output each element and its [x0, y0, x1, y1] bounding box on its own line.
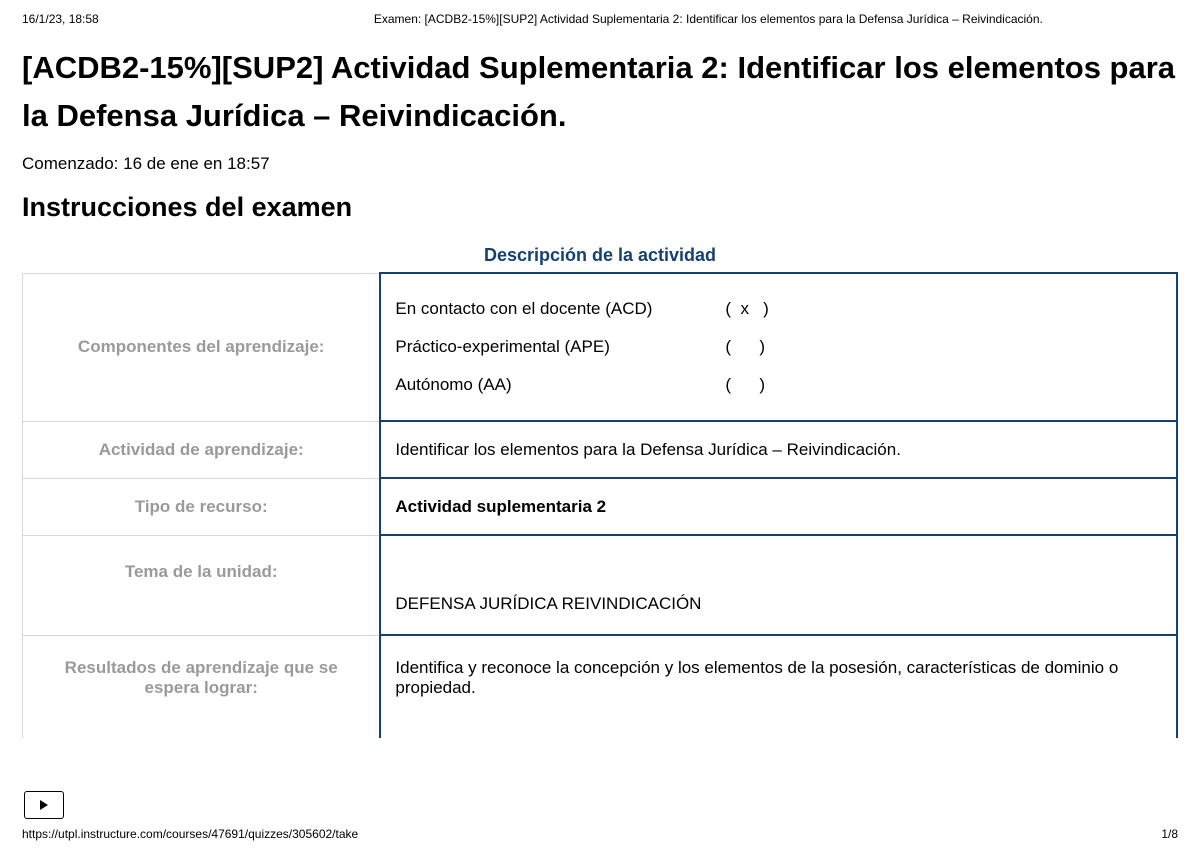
unit-theme-value: DEFENSA JURÍDICA REIVINDICACIÓN: [395, 556, 1162, 614]
footer-url: https://utpl.instructure.com/courses/476…: [22, 827, 358, 841]
description-table: Componentes del aprendizaje: En contacto…: [0, 272, 1200, 738]
resource-type-label: Tipo de recurso:: [23, 478, 381, 535]
started-label: Comenzado: 16 de ene en 18:57: [0, 144, 1200, 178]
components-label: Componentes del aprendizaje:: [23, 273, 381, 421]
component-text: Autónomo (AA): [395, 375, 725, 395]
resource-type-text: Actividad suplementaria 2: [395, 497, 606, 516]
component-item: Práctico-experimental (APE) ( ): [395, 328, 1162, 366]
play-button[interactable]: [24, 791, 64, 819]
component-item: Autónomo (AA) ( ): [395, 366, 1162, 404]
expected-results-value: Identifica y reconoce la concepción y lo…: [380, 635, 1177, 738]
table-row: Tema de la unidad: DEFENSA JURÍDICA REIV…: [23, 535, 1178, 635]
table-row: Actividad de aprendizaje: Identificar lo…: [23, 421, 1178, 478]
unit-theme-value-cell: DEFENSA JURÍDICA REIVINDICACIÓN: [380, 535, 1177, 635]
components-value: En contacto con el docente (ACD) ( x ) P…: [380, 273, 1177, 421]
table-row: Tipo de recurso: Actividad suplementaria…: [23, 478, 1178, 535]
component-mark: ( x ): [725, 299, 768, 319]
component-item: En contacto con el docente (ACD) ( x ): [395, 290, 1162, 328]
learning-activity-label: Actividad de aprendizaje:: [23, 421, 381, 478]
footer-page: 1/8: [1161, 827, 1178, 841]
component-text: En contacto con el docente (ACD): [395, 299, 725, 319]
print-datetime: 16/1/23, 18:58: [22, 12, 99, 26]
print-header-title: Examen: [ACDB2-15%][SUP2] Actividad Supl…: [99, 12, 1178, 26]
component-text: Práctico-experimental (APE): [395, 337, 725, 357]
print-header: 16/1/23, 18:58 Examen: [ACDB2-15%][SUP2]…: [0, 0, 1200, 30]
unit-theme-label: Tema de la unidad:: [23, 535, 381, 635]
table-row: Componentes del aprendizaje: En contacto…: [23, 273, 1178, 421]
resource-type-value: Actividad suplementaria 2: [380, 478, 1177, 535]
page-title: [ACDB2-15%][SUP2] Actividad Suplementari…: [0, 30, 1200, 144]
component-mark: ( ): [725, 375, 765, 395]
component-mark: ( ): [725, 337, 765, 357]
expected-results-label: Resultados de aprendizaje que se espera …: [23, 635, 381, 738]
play-icon: [39, 799, 49, 811]
print-footer: https://utpl.instructure.com/courses/476…: [22, 827, 1178, 841]
table-row: Resultados de aprendizaje que se espera …: [23, 635, 1178, 738]
instructions-heading: Instrucciones del examen: [0, 178, 1200, 233]
learning-activity-value: Identificar los elementos para la Defens…: [380, 421, 1177, 478]
activity-description-header: Descripción de la actividad: [0, 233, 1200, 272]
